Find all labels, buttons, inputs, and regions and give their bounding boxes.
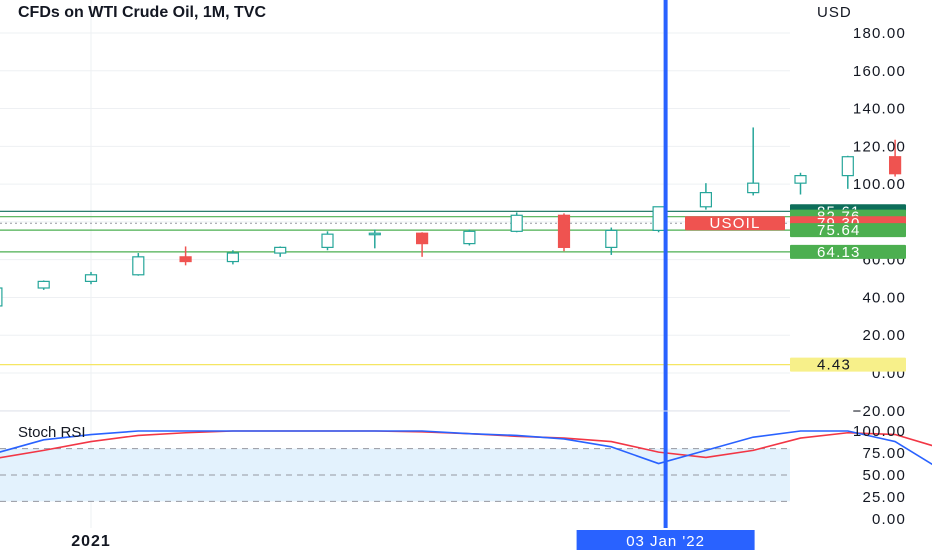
candle-body	[605, 229, 618, 248]
candle-2021-03[interactable]	[179, 246, 192, 266]
symbol-tag	[685, 216, 785, 231]
candle-2021-05[interactable]	[274, 246, 287, 257]
price-tag-label: 4.43	[817, 357, 851, 374]
currency-label: USD	[817, 4, 852, 21]
price-tag-label: 64.13	[817, 244, 861, 261]
rsi-tick-label: 100.00	[853, 423, 906, 440]
candle-body	[368, 232, 381, 236]
candle-body	[652, 206, 665, 231]
candle-2021-09[interactable]	[463, 229, 476, 246]
candle-2021-10[interactable]	[510, 212, 523, 233]
price-tick-label: 40.00	[862, 289, 906, 306]
candle-2022-05[interactable]	[841, 155, 854, 189]
candle-body	[463, 230, 476, 245]
candle-2021-02[interactable]	[132, 253, 145, 276]
stoch-rsi-k-line	[0, 430, 932, 466]
candle-body	[321, 233, 334, 248]
candle-body	[699, 192, 713, 208]
symbol-tag-label: USOIL	[709, 215, 760, 232]
candle-2022-04[interactable]	[794, 172, 807, 195]
candle-2022-01[interactable]	[652, 206, 665, 233]
rsi-tick-label: 0.00	[872, 511, 906, 528]
rsi-band-layer	[0, 448, 790, 502]
grid	[0, 0, 790, 528]
candle-2022-03[interactable]	[747, 127, 760, 196]
crosshair-date-label: 03 Jan '22	[626, 533, 705, 550]
rsi-axis: 0.00 25.00 50.00 75.00 100.00	[853, 423, 906, 528]
candle-2022-06[interactable]	[888, 139, 902, 177]
time-tick-label: 2021	[71, 533, 111, 550]
candle-body	[888, 156, 902, 175]
candle-body	[37, 280, 50, 289]
time-axis: 20212023202403 Jan '22	[71, 530, 755, 550]
price-tick-label: −20.00	[853, 403, 907, 420]
candle-2022-02[interactable]	[699, 183, 713, 210]
candle-2021-07[interactable]	[368, 229, 381, 249]
candle-body	[274, 246, 287, 254]
candle-body	[132, 256, 145, 276]
price-tag-75.64	[790, 223, 906, 238]
candle-body	[557, 214, 571, 248]
price-tag-64.13	[790, 244, 906, 259]
candle-body	[0, 287, 3, 307]
price-tick-label: 180.00	[853, 25, 906, 42]
price-tick-label: 120.00	[853, 138, 906, 155]
candle-body	[416, 232, 429, 245]
rsi-tick-label: 50.00	[862, 467, 906, 484]
candle-2021-12[interactable]	[605, 227, 618, 255]
candles	[0, 127, 902, 309]
chart-title: CFDs on WTI Crude Oil, 1M, TVC	[18, 4, 266, 21]
candle-body	[226, 252, 239, 263]
rsi-tick-label: 25.00	[862, 489, 906, 506]
candle-2021-08[interactable]	[416, 232, 429, 257]
rsi-tick-label: 75.00	[862, 445, 906, 462]
candle-2021-04[interactable]	[226, 250, 239, 265]
price-tag-4.43	[790, 357, 906, 372]
stoch-rsi-band	[0, 448, 790, 502]
price-tick-label: 160.00	[853, 63, 906, 80]
price-tick-label: 100.00	[853, 176, 906, 193]
candle-2020-11[interactable]	[0, 286, 3, 309]
candle-body	[510, 214, 523, 232]
candle-body	[179, 256, 192, 263]
candle-body	[747, 182, 760, 194]
candle-2021-01[interactable]	[84, 271, 98, 285]
candle-2020-12[interactable]	[37, 280, 50, 290]
candle-body	[84, 274, 98, 282]
price-tick-label: 140.00	[853, 101, 906, 118]
candle-body	[794, 175, 807, 184]
candle-2021-06[interactable]	[321, 231, 334, 251]
stoch-rsi-lines	[0, 430, 932, 466]
horizontal-levels	[0, 210, 790, 366]
price-tick-label: 20.00	[862, 327, 906, 344]
candle-body	[841, 156, 854, 177]
candle-2021-11[interactable]	[557, 213, 571, 252]
stoch-rsi-title: Stoch RSI	[18, 424, 86, 441]
crosshair-date-tag	[576, 530, 755, 550]
price-tag-label: 75.64	[817, 222, 861, 239]
